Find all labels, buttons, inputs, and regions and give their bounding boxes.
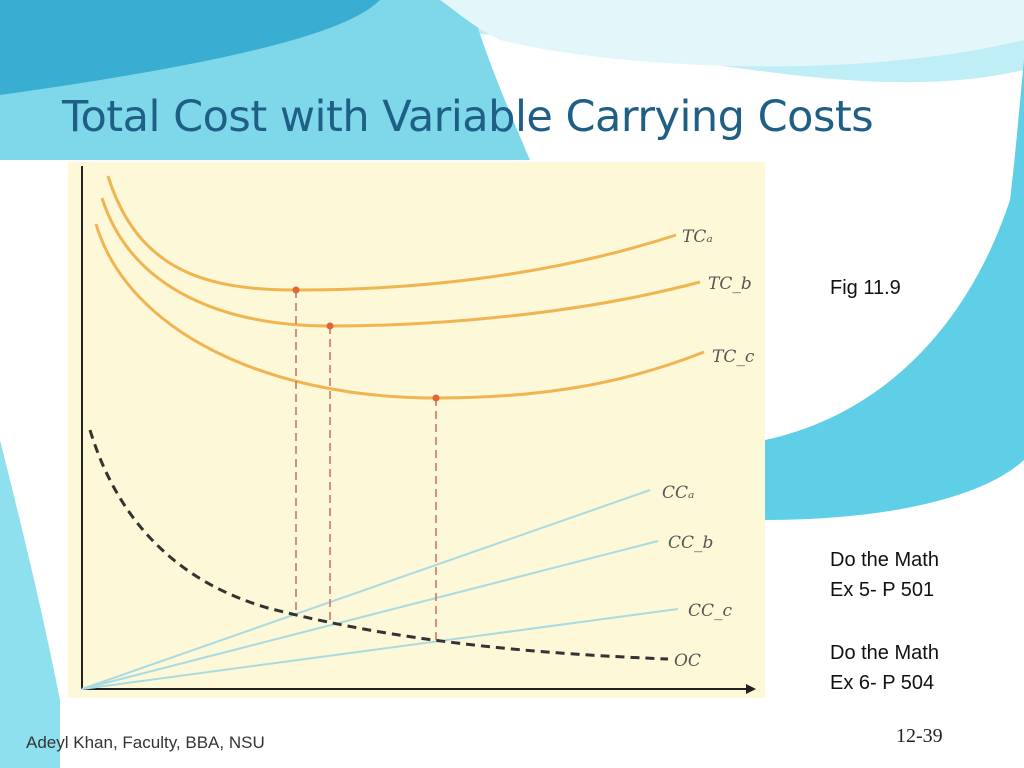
exercise-1-line-2: Ex 5- P 501 <box>830 579 935 601</box>
cc-a-line <box>81 489 651 690</box>
tc-c-curve <box>94 223 705 400</box>
footer-author: Adeyl Khan, Faculty, BBA, NSU <box>26 733 265 752</box>
figure-reference: Fig 11.9 <box>830 277 901 299</box>
cc-b-line <box>81 540 659 690</box>
label-cc-c: CC_c <box>688 601 733 621</box>
min-point-b <box>326 322 334 330</box>
label-tc-c: TC_c <box>712 347 755 367</box>
cost-figure: TCₐ TC_b TC_c CCₐ CC_b CC_c OC <box>68 162 765 698</box>
x-axis-arrowhead <box>746 684 756 694</box>
slide-number: 12-39 <box>896 725 943 747</box>
exercise-2: Do the Math Ex 6- P 504 <box>830 638 939 698</box>
exercise-1-line-1: Do the Math <box>830 549 939 571</box>
figure-background <box>68 162 765 698</box>
label-cc-a: CCₐ <box>662 483 694 503</box>
exercise-1: Do the Math Ex 5- P 501 <box>830 545 939 605</box>
exercise-2-line-1: Do the Math <box>830 642 939 664</box>
label-tc-a: TCₐ <box>682 227 713 247</box>
label-cc-b: CC_b <box>668 533 713 553</box>
oc-curve <box>88 429 669 661</box>
top-right-swirl <box>440 0 1024 67</box>
left-wave <box>0 440 60 768</box>
slide-title: Total Cost with Variable Carrying Costs <box>62 92 874 142</box>
exercise-2-line-2: Ex 6- P 504 <box>830 672 935 694</box>
tc-a-curve <box>106 175 677 292</box>
top-wave-dark <box>0 0 380 95</box>
min-point-c <box>432 394 440 402</box>
right-wave <box>765 60 1024 520</box>
min-point-a <box>292 286 300 294</box>
cc-c-line <box>81 608 679 690</box>
label-oc: OC <box>674 651 701 671</box>
label-tc-b: TC_b <box>708 274 752 294</box>
